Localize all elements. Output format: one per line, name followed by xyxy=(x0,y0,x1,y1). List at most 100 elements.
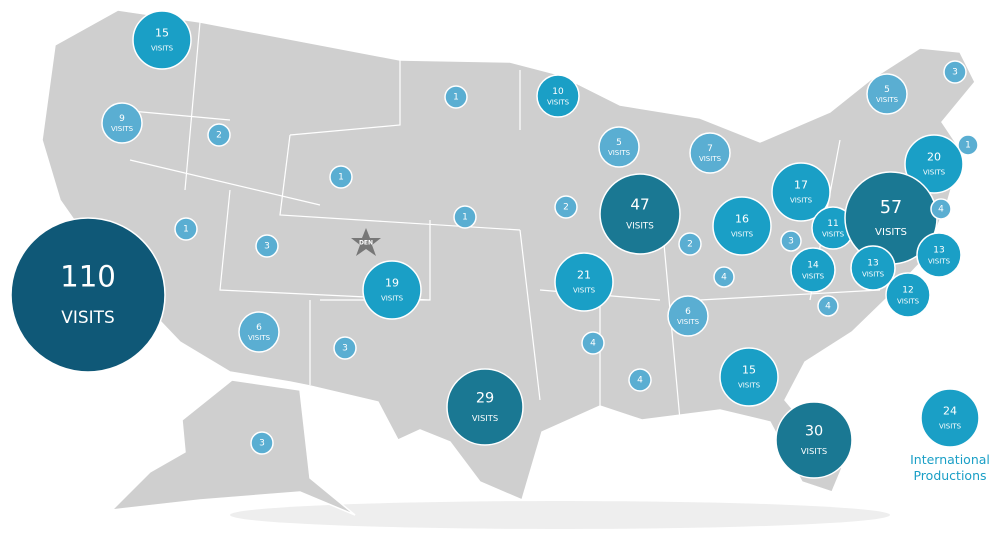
visit-label: VISITS xyxy=(862,271,885,279)
visit-bubble xyxy=(780,230,802,252)
visit-count: 4 xyxy=(590,339,596,349)
visit-bubble xyxy=(554,195,578,219)
visit-count: 4 xyxy=(825,302,831,312)
visit-label: VISITS xyxy=(699,155,722,163)
visit-count: 1 xyxy=(453,93,459,103)
visit-count: 12 xyxy=(902,286,913,296)
visit-count: 7 xyxy=(707,144,713,154)
visit-bubble xyxy=(790,247,836,293)
visit-count: 20 xyxy=(927,151,941,164)
visit-count: 6 xyxy=(256,323,262,333)
visit-count: 2 xyxy=(563,203,569,213)
visit-label: VISITS xyxy=(876,96,899,104)
visit-count: 2 xyxy=(216,131,222,141)
visit-label: VISITS xyxy=(608,149,631,157)
visit-bubble xyxy=(446,368,524,446)
visit-label: VISITS xyxy=(790,197,813,205)
visit-bubble xyxy=(581,331,605,355)
visit-count: 1 xyxy=(462,213,468,223)
visit-count: 19 xyxy=(385,277,399,290)
visit-bubble xyxy=(771,162,831,222)
visit-bubble xyxy=(667,295,709,337)
visit-count: 9 xyxy=(119,114,125,124)
visit-bubble xyxy=(554,252,614,312)
visit-count: 3 xyxy=(788,237,794,247)
visit-bubble xyxy=(453,205,477,229)
visit-label: VISITS xyxy=(875,227,907,238)
visit-count: 13 xyxy=(867,259,878,269)
visit-bubble xyxy=(444,85,468,109)
visit-count: 14 xyxy=(807,261,819,271)
visit-count: 2 xyxy=(687,240,693,250)
visit-count: 6 xyxy=(685,307,691,317)
visit-label: VISITS xyxy=(897,298,920,306)
visit-label: VISITS xyxy=(801,446,827,456)
visit-label: VISITS xyxy=(928,258,951,266)
visit-count: 57 xyxy=(880,198,902,218)
visit-count: 3 xyxy=(264,242,270,252)
den-star xyxy=(351,228,381,256)
visit-bubble xyxy=(920,388,980,448)
visit-bubble xyxy=(101,102,143,144)
visit-bubble xyxy=(943,60,967,84)
visit-count: 11 xyxy=(827,219,838,229)
visit-count: 3 xyxy=(952,68,958,78)
visit-label: VISITS xyxy=(939,423,962,431)
visit-bubble xyxy=(207,123,231,147)
visit-label: VISITS xyxy=(802,273,825,281)
visit-label: VISITS xyxy=(731,231,754,239)
visit-count: 24 xyxy=(943,405,957,418)
visit-bubble xyxy=(930,198,952,220)
visit-bubble xyxy=(329,165,353,189)
visit-bubble xyxy=(255,234,279,258)
visit-count: 4 xyxy=(938,205,944,215)
visit-bubble xyxy=(250,431,274,455)
visit-label: VISITS xyxy=(151,45,174,53)
shadow xyxy=(230,501,890,529)
visit-count: 110 xyxy=(60,260,116,294)
visit-label: VISITS xyxy=(248,334,271,342)
visit-count: 13 xyxy=(933,246,944,256)
visit-label: VISITS xyxy=(677,318,700,326)
international-label: International Productions xyxy=(910,452,990,483)
visit-count: 10 xyxy=(552,87,564,97)
visit-label: VISITS xyxy=(61,307,114,327)
visit-bubble xyxy=(713,266,735,288)
visit-label: VISITS xyxy=(923,169,946,177)
visit-bubble xyxy=(174,217,198,241)
visit-bubble xyxy=(850,245,896,291)
den-label: DEN xyxy=(359,240,373,247)
visit-label: VISITS xyxy=(381,295,404,303)
visit-count: 3 xyxy=(259,439,265,449)
visit-count: 17 xyxy=(794,179,808,192)
visit-label: VISITS xyxy=(822,230,845,238)
visit-count: 1 xyxy=(183,225,189,235)
visit-count: 1 xyxy=(965,141,971,151)
visit-bubble xyxy=(678,232,702,256)
visit-bubble xyxy=(904,134,964,194)
visit-count: 4 xyxy=(637,376,643,386)
visit-count: 29 xyxy=(476,391,494,407)
visit-count: 21 xyxy=(577,269,591,282)
visit-bubble xyxy=(333,336,357,360)
visit-count: 15 xyxy=(155,27,169,40)
visit-bubble xyxy=(238,311,280,353)
visit-bubble xyxy=(916,232,962,278)
visit-bubble xyxy=(712,196,772,256)
visit-count: 30 xyxy=(805,424,823,440)
visit-bubble xyxy=(817,295,839,317)
visit-bubble xyxy=(598,126,640,168)
visit-count: 16 xyxy=(735,213,749,226)
visit-bubble xyxy=(599,173,681,255)
visit-label: VISITS xyxy=(472,413,498,423)
visit-count: 47 xyxy=(630,196,649,214)
visit-label: VISITS xyxy=(547,98,570,106)
visit-count: 3 xyxy=(342,344,348,354)
visit-bubble xyxy=(866,73,908,115)
visit-bubble xyxy=(775,401,853,479)
visit-bubble xyxy=(628,368,652,392)
visit-bubble xyxy=(957,134,979,156)
visit-bubble xyxy=(885,272,931,318)
